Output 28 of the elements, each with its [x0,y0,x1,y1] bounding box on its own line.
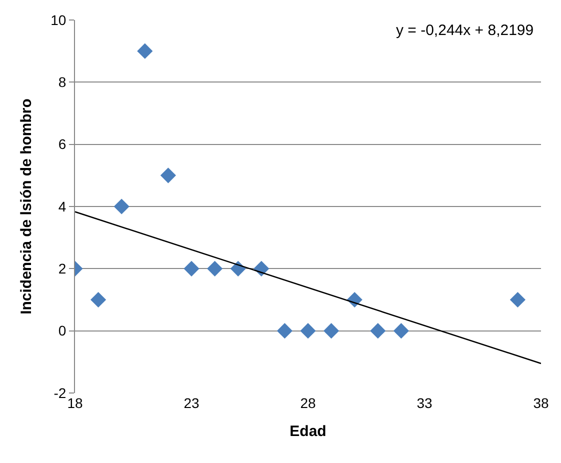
point [90,292,106,308]
x-tick-label: 23 [184,395,200,411]
y-tick-label: -2 [54,384,66,401]
x-tick-label: 18 [67,395,83,411]
point [137,43,153,59]
point [510,292,526,308]
point [114,198,130,214]
y-tick-label: 2 [58,260,66,277]
x-tick-label: 38 [533,395,549,411]
point [254,260,270,276]
y-tick-label: 4 [58,198,66,214]
y-tick-label: 8 [58,74,66,90]
y-tick-label: 6 [58,136,66,152]
annotation: y = -0,244x + 8,2199 [396,22,534,39]
point [324,323,340,339]
point [184,260,200,276]
point [393,323,409,339]
x-axis-title: Edad [290,423,326,440]
y-axis-title: Incidencia de lsión de hombro [18,98,35,314]
y-tick-label: 10 [50,12,66,28]
x-tick-label: 33 [416,395,432,411]
x-tick-label: 28 [300,395,316,411]
point [370,323,386,339]
point [160,168,176,184]
y-tick-label: 0 [58,322,66,339]
point [276,323,292,339]
point [207,260,223,276]
point [300,323,316,339]
